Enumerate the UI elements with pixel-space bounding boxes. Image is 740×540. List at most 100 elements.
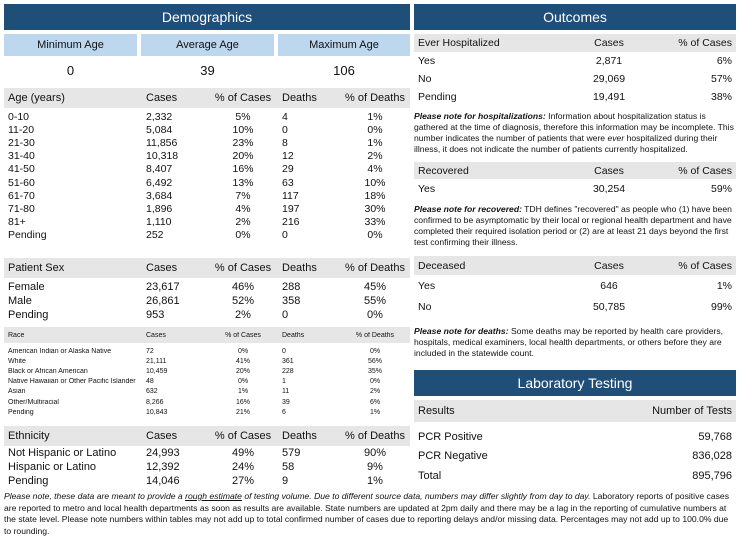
note-label: Please note for deaths: (414, 326, 509, 336)
table-cell: 8,407 (146, 163, 173, 176)
column-header: Cases (146, 262, 178, 274)
table-cell: Pending (418, 91, 457, 103)
column-header: % of Cases (678, 259, 732, 272)
table-cell: PCR Negative (418, 450, 488, 463)
table-cell: 1% (367, 136, 383, 149)
age-summary: Minimum Age 0 Average Age 39 Maximum Age 106 (4, 34, 410, 84)
note-emphasis: ever (607, 133, 625, 143)
table-cell: 11-20 (8, 123, 35, 136)
table-cell: 2% (235, 216, 251, 229)
table-row: American Indian or Alaska Native 72 0% 0 0% (4, 346, 410, 356)
table-cell: 1% (237, 388, 249, 396)
column-header: % of Cases (678, 164, 732, 177)
summary-value: 39 (200, 62, 215, 78)
table-cell: Other/Multiracial (8, 398, 59, 406)
table-row: 41-50 8,407 16% 29 4% (4, 163, 410, 176)
table-cell: 57% (710, 73, 732, 85)
table-cell: 20% (232, 150, 254, 163)
table-cell: 5% (235, 110, 251, 123)
table-cell: 46% (231, 281, 255, 293)
table-cell: 27% (231, 475, 255, 487)
table-row: Yes 2,871 6% (414, 52, 736, 70)
table-cell: Male (8, 295, 32, 307)
table-row: No 50,785 99% (414, 296, 736, 317)
table-cell: 1% (367, 110, 383, 123)
table-cell: 12 (282, 150, 294, 163)
summary-label: Minimum Age (4, 34, 137, 56)
table-cell: 16% (232, 163, 254, 176)
footnote-italic: of testing volume. Due to different sour… (241, 491, 591, 501)
table-row: Hispanic or Latino 12,392 24% 58 9% (4, 460, 410, 474)
column-header: % of Cases (214, 430, 272, 442)
table-cell: 0-10 (8, 110, 30, 123)
table-cell: 11,856 (146, 136, 178, 149)
note-text: Information about hospitalization status… (414, 111, 734, 143)
table-cell: 10,459 (146, 367, 168, 375)
table-cell: 45% (363, 281, 387, 293)
column-header: Cases (594, 37, 624, 49)
table-row: Male 26,861 52% 358 55% (4, 294, 410, 308)
hospitalized-note: Please note for hospitalizations: Inform… (414, 111, 736, 155)
table-cell: American Indian or Alaska Native (8, 347, 112, 355)
outcomes-header: Outcomes (414, 4, 736, 30)
table-row: Yes 30,254 59% (414, 179, 736, 198)
header-row: Deceased Cases % of Cases (414, 256, 736, 275)
table-row: Pending 953 2% 0 0% (4, 308, 410, 322)
table-cell: 0% (367, 309, 383, 321)
table-cell: 0 (282, 309, 289, 321)
table-cell: Not Hispanic or Latino (8, 447, 117, 459)
table-row: No 29,069 57% (414, 70, 736, 88)
header-row: Patient Sex Cases % of Cases Deaths % of Dea… (4, 258, 410, 278)
column-header: Deaths (282, 331, 305, 339)
deceased-table: Deceased Cases % of Cases Yes 646 1% No 50,785 9… (414, 256, 736, 317)
table-row: Pending 19,491 38% (414, 88, 736, 106)
table-cell: 10% (232, 123, 254, 136)
table-cell: 90% (363, 447, 387, 459)
column-header: Patient Sex (8, 262, 65, 274)
table-cell: 35% (367, 367, 382, 375)
header-row: Ever Hospitalized Cases % of Cases (414, 34, 736, 52)
table-cell: 1% (716, 279, 732, 292)
table-cell: 0% (369, 378, 381, 386)
table-row: 31-40 10,318 20% 12 2% (4, 150, 410, 163)
laboratory-table: Results Number of Tests PCR Positive 59,768… (414, 400, 736, 486)
table-cell: 14,046 (146, 475, 180, 487)
table-cell: 23% (232, 136, 254, 149)
table-cell: 41% (235, 357, 250, 365)
column-header: % of Cases (214, 92, 272, 104)
summary-value: 106 (333, 62, 355, 78)
table-cell: 41-50 (8, 163, 35, 176)
recovered-note: Please note for recovered: TDH defines "… (414, 204, 736, 248)
table-cell: 11 (282, 388, 290, 396)
table-cell: 6 (282, 408, 286, 416)
summary-label: Average Age (141, 34, 274, 56)
table-cell: 0% (367, 229, 383, 242)
table-cell: 0% (367, 123, 383, 136)
table-cell: 1,110 (146, 216, 172, 229)
table-cell: 51-60 (8, 176, 35, 189)
table-cell: Yes (418, 182, 436, 195)
table-row: 0-10 2,332 5% 4 1% (4, 110, 410, 123)
table-cell: 56% (367, 357, 382, 365)
table-cell: 13% (232, 176, 254, 189)
note-text: Some deaths may be reported by health ca… (414, 326, 724, 358)
column-header: Cases (146, 92, 178, 104)
table-cell: 71-80 (8, 202, 35, 215)
table-cell: Black or African American (8, 367, 88, 375)
column-header: Cases (146, 331, 166, 339)
table-cell: 20% (235, 367, 250, 375)
table-cell: 1 (282, 378, 286, 386)
demographics-header: Demographics (4, 4, 410, 30)
ethnicity-table: Ethnicity Cases % of Cases Deaths % of Death… (4, 426, 410, 488)
table-cell: 30% (364, 202, 386, 215)
table-cell: 49% (231, 447, 255, 459)
column-header: Deceased (418, 259, 466, 272)
table-cell: 2,332 (146, 110, 173, 123)
table-cell: 0% (235, 229, 251, 242)
column-header: Ethnicity (8, 430, 50, 442)
summary-value: 0 (66, 62, 75, 78)
age-table: Age (years) Cases % of Cases Deaths % of Dea… (4, 88, 410, 242)
table-row: Asian 632 1% 11 2% (4, 387, 410, 397)
table-cell: Yes (418, 55, 436, 67)
table-cell: 6% (716, 55, 732, 67)
